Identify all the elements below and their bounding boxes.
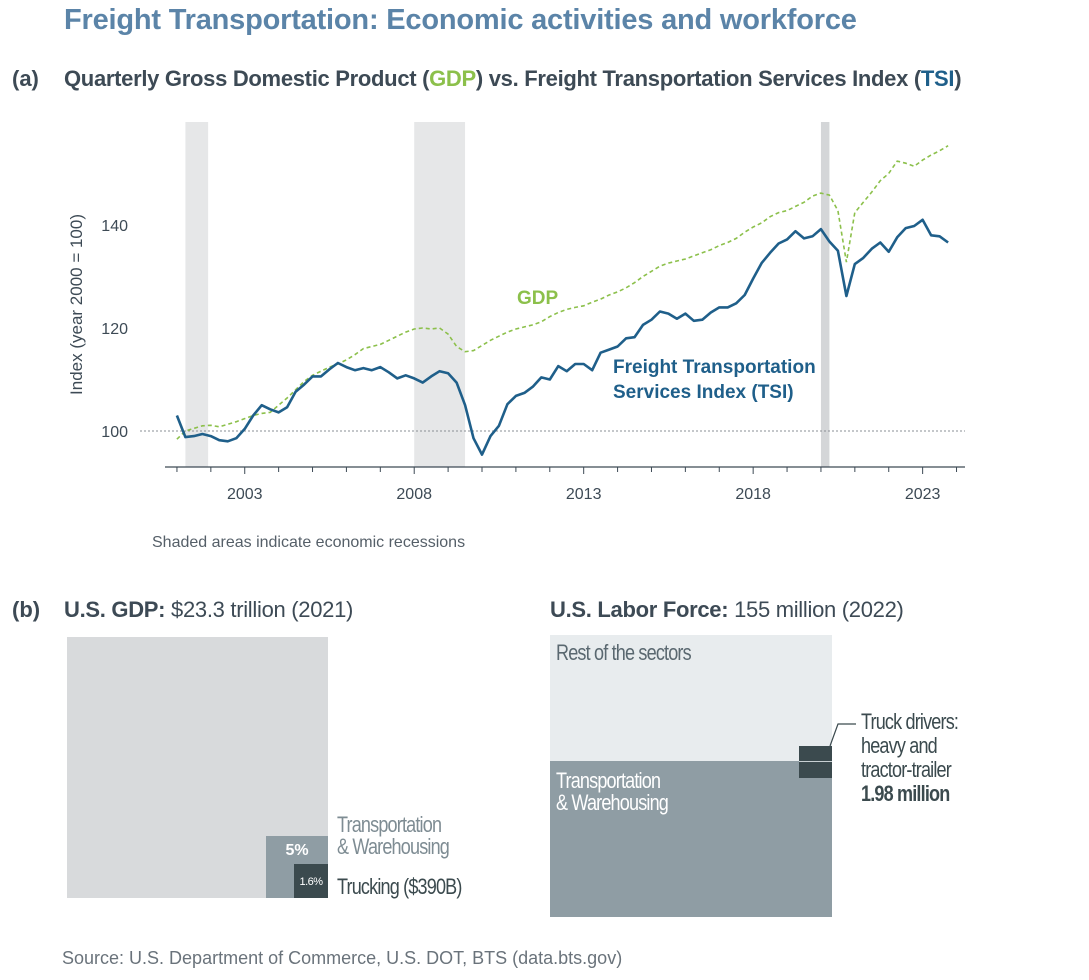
x-axis-ticks: 2003 2008 2013 2018 2023 [176,467,958,503]
labor-drivers-divider [799,761,832,762]
panel-a-title-suffix: ) [954,66,962,91]
recession-band [185,122,209,467]
gdp-transport-label-line1: Transportation [337,812,442,837]
y-axis-ticks: 100 120 140 [101,218,128,441]
x-tick-label: 2018 [735,486,771,503]
y-tick-label: 140 [101,218,128,235]
x-tick-label: 2023 [905,486,941,503]
labor-drivers-label: Truck drivers: heavy and tractor-trailer… [861,709,959,806]
labor-drivers-line2: heavy and [861,733,938,758]
gdp-transport-label-line2: & Warehousing [337,834,450,859]
gdp-trucking-box [294,864,328,898]
main-title: Freight Transportation: Economic activit… [64,4,857,36]
y-axis-label: Index (year 2000 = 100) [67,214,86,395]
panel-a-title-prefix: Quarterly Gross Domestic Product ( [64,66,430,91]
labor-drivers-leader-line [829,723,856,747]
series-line-gdp [176,145,949,440]
panel-a-letter: (a) [12,66,39,91]
panel-a-title-gdp: GDP [429,66,476,91]
line-chart: 2003 2008 2013 2018 2023 100 120 140 Index (ye… [67,122,965,503]
y-tick-label: 100 [101,424,128,441]
x-tick-label: 2003 [227,486,263,503]
labor-title-bold: U.S. Labor Force: [550,597,729,622]
labor-transport-label: Transportation & Warehousing [556,768,669,815]
panel-a-title-mid: ) vs. Freight Transportation Services In… [475,66,921,91]
series-label-tsi: Freight Transportation Services Index (T… [613,357,821,403]
gdp-trucking-label: Trucking ($390B) [337,874,462,899]
panel-a-title: Quarterly Gross Domestic Product (GDP) v… [64,66,962,92]
gdp-title: U.S. GDP: $23.3 trillion (2021) [64,597,353,623]
labor-transport-label-line1: Transportation [556,768,661,793]
x-tick-label: 2013 [566,486,602,503]
gdp-trucking-pct: 1.6% [299,876,323,888]
panel-b-letter: (b) [12,597,41,622]
labor-rest-label: Rest of the sectors [556,640,692,665]
labor-drivers-value: 1.98 million [861,781,950,806]
labor-title-rest: 155 million (2022) [728,597,904,622]
labor-transport-label-line2: & Warehousing [556,790,669,815]
gdp-transport-pct: 5% [285,842,309,859]
panel-a-title-tsi: TSI [920,66,955,91]
gdp-title-bold: U.S. GDP: [64,597,166,622]
y-tick-label: 120 [101,321,128,338]
series-label-tsi-line1: Freight Transportation [613,357,816,378]
series-label-gdp: GDP [517,288,559,309]
recession-band [820,122,830,467]
source-note: Source: U.S. Department of Commerce, U.S… [62,948,623,968]
labor-rest-box [550,635,832,761]
labor-transport-box [550,761,832,917]
recession-note: Shaded areas indicate economic recession… [152,534,466,551]
recession-bands [185,122,830,467]
gdp-transport-label: Transportation & Warehousing [337,812,450,859]
recession-band [414,122,466,467]
labor-title: U.S. Labor Force: 155 million (2022) [550,597,904,623]
x-tick-label: 2008 [396,486,432,503]
series-line-tsi [175,218,949,456]
labor-drivers-box [799,746,832,778]
labor-drivers-line1: Truck drivers: [861,709,959,734]
labor-drivers-line3: tractor-trailer [861,757,952,782]
gdp-title-rest: $23.3 trillion (2021) [165,597,354,622]
series-label-tsi-line2: Services Index (TSI) [613,382,794,403]
